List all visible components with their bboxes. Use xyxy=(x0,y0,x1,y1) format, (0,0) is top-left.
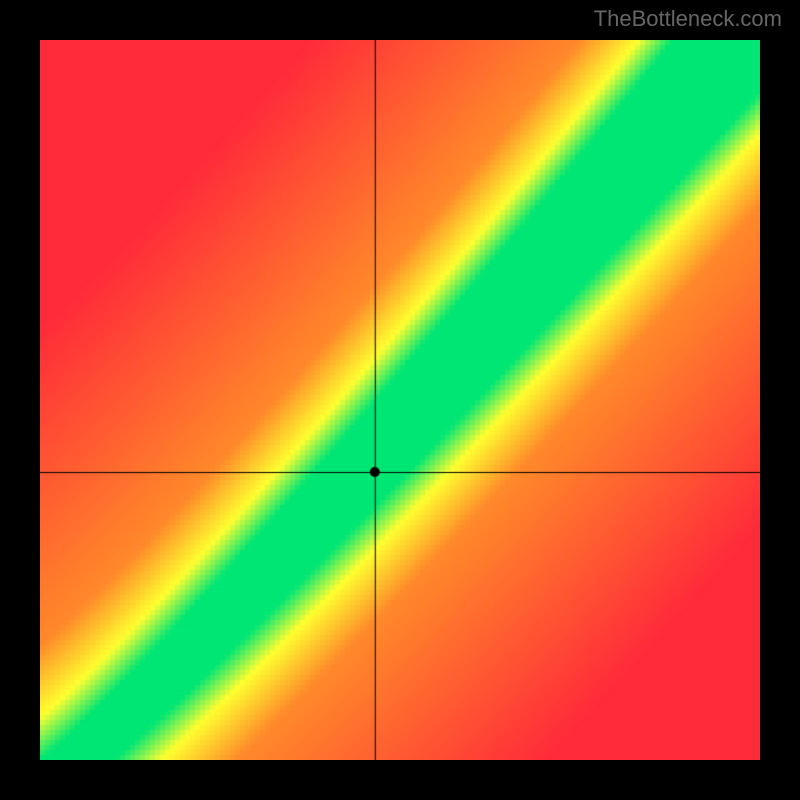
crosshair-overlay xyxy=(40,40,760,760)
watermark-text: TheBottleneck.com xyxy=(594,6,782,32)
chart-container: TheBottleneck.com xyxy=(0,0,800,800)
